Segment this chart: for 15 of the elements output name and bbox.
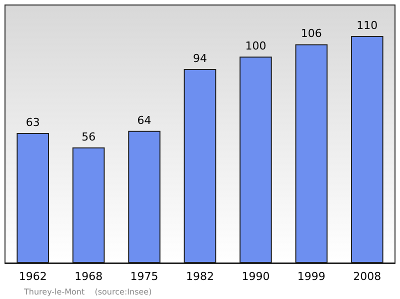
data-label: 94 [193,52,207,65]
data-label: 56 [82,130,96,144]
x-tick-label: 1962 [18,270,47,283]
x-tick-label: 1999 [297,270,326,283]
x-tick-label: 1990 [242,270,270,283]
x-tick-label: 2008 [353,270,382,283]
data-label: 106 [300,27,322,40]
data-label: 110 [356,18,378,32]
data-label: 63 [26,116,40,129]
data-label: 100 [245,40,266,53]
text: Thurey-le-Mont (source:Insee) [23,288,152,296]
x-tick-label: 1982 [186,270,214,283]
x-tick-label: 1968 [74,270,103,283]
data-label: 64 [137,114,152,127]
x-tick-label: 1975 [130,270,158,283]
